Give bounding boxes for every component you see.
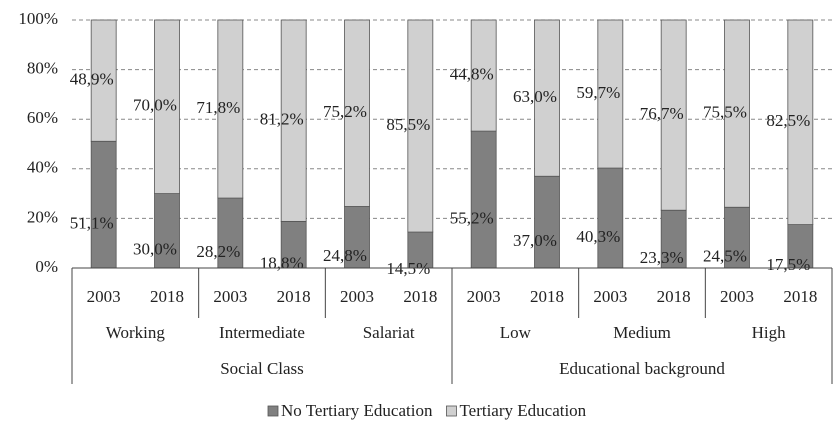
x-tick-label: 2018 (150, 287, 184, 306)
data-label: 71,8% (196, 98, 240, 117)
group-label: Medium (613, 323, 671, 342)
super-group-label: Educational background (559, 359, 725, 378)
bar-segment (407, 19, 434, 233)
data-label: 17,5% (766, 255, 810, 274)
data-label: 85,5% (386, 115, 430, 134)
bar-segment (534, 19, 560, 177)
bar-segment (724, 206, 750, 269)
x-tick-label: 2003 (87, 287, 121, 306)
bar-segment (344, 19, 370, 207)
bar-segment (154, 19, 180, 195)
y-tick-label: 0% (35, 257, 58, 276)
data-label: 24,5% (703, 247, 747, 266)
x-tick-label: 2018 (783, 287, 817, 306)
bar-segment (217, 19, 244, 199)
x-tick-label: 2018 (403, 287, 437, 306)
x-tick-label: 2003 (213, 287, 247, 306)
data-label: 48,9% (70, 70, 114, 89)
legend-swatch (446, 405, 457, 417)
bar-segment (154, 193, 180, 269)
bar-segment (90, 19, 117, 142)
bar-segment (534, 175, 560, 269)
data-label: 76,7% (640, 104, 684, 123)
data-label: 59,7% (576, 83, 620, 102)
bar-segment (787, 19, 814, 226)
x-tick-label: 2003 (720, 287, 754, 306)
group-label: Intermediate (219, 323, 305, 342)
group-label: Salariat (363, 323, 415, 342)
data-label: 23,3% (640, 248, 684, 267)
group-label: Low (500, 323, 532, 342)
group-label: High (752, 323, 787, 342)
data-label: 63,0% (513, 87, 557, 106)
x-tick-label: 2018 (657, 287, 691, 306)
data-label: 55,2% (450, 208, 494, 227)
bar-segment (407, 231, 434, 269)
x-tick-label: 2018 (277, 287, 311, 306)
x-tick-label: 2003 (340, 287, 374, 306)
data-label: 40,3% (576, 227, 620, 246)
data-label: 70,0% (133, 96, 177, 115)
y-tick-label: 40% (27, 158, 58, 177)
legend-swatch (267, 405, 279, 417)
data-label: 30,0% (133, 240, 177, 259)
bar-segment (280, 220, 307, 269)
y-tick-label: 100% (18, 9, 58, 28)
x-tick-label: 2018 (530, 287, 564, 306)
bar-segment (470, 130, 497, 269)
x-tick-label: 2003 (593, 287, 627, 306)
legend-label: Tertiary Education (459, 401, 586, 420)
y-tick-label: 60% (27, 108, 58, 127)
bar-segment (660, 19, 687, 211)
data-label: 82,5% (766, 111, 810, 130)
legend-label: No Tertiary Education (281, 401, 433, 420)
data-label: 18,8% (260, 254, 304, 273)
data-label: 44,8% (450, 64, 494, 83)
bar-segment (90, 140, 117, 269)
y-tick-label: 80% (27, 59, 58, 78)
bar-segment (787, 224, 814, 269)
data-label: 51,1% (70, 214, 114, 233)
bar-segment (470, 19, 497, 132)
super-group-label: Social Class (220, 359, 304, 378)
bar-segment (280, 19, 307, 222)
bar-segment (344, 206, 370, 269)
data-label: 75,2% (323, 102, 367, 121)
data-label: 37,0% (513, 231, 557, 250)
group-label: Working (106, 323, 166, 342)
data-label: 81,2% (260, 110, 304, 129)
bar-segment (597, 167, 624, 269)
data-label: 24,8% (323, 246, 367, 265)
x-tick-label: 2003 (467, 287, 501, 306)
bar-segment (597, 19, 624, 169)
bar-segment (724, 19, 750, 208)
y-tick-label: 20% (27, 207, 58, 226)
data-label: 75,5% (703, 103, 747, 122)
data-label: 28,2% (196, 242, 240, 261)
